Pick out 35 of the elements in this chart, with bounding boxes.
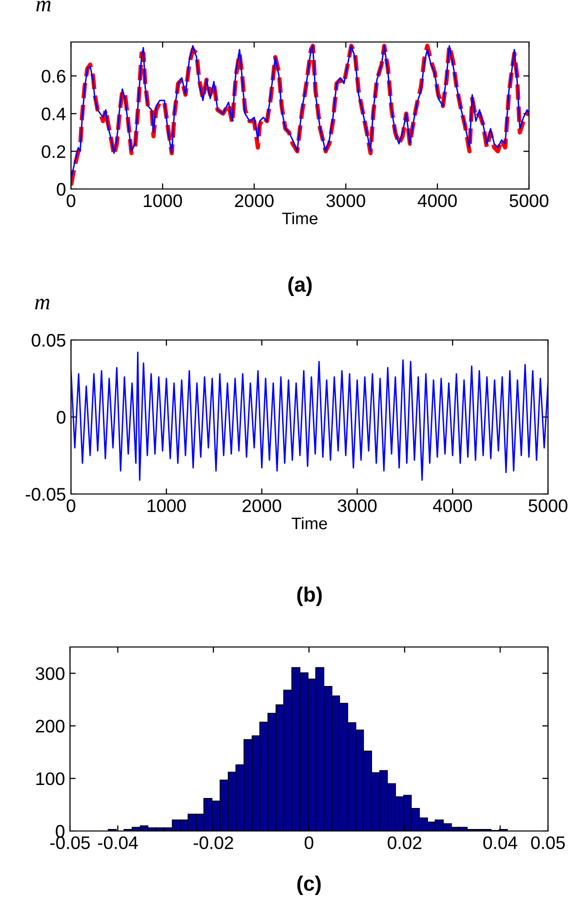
x-tick-label: 5000 [528,499,568,512]
x-axis-title: Time [292,517,327,530]
x-tick-label: 0.04 [483,836,518,850]
y-tick-label: 0.6 [42,70,66,83]
y-tick-label: 0.2 [42,145,66,158]
x-tick-label: 1000 [148,499,186,512]
x-tick-label: 0.05 [531,836,565,850]
y-tick-label: -0.05 [26,488,66,501]
x-tick-label: 4000 [418,194,457,208]
x-tick-label: 0 [66,499,76,512]
text: (b) [297,586,322,606]
y-tick-label: 100 [36,772,64,786]
y-axis-title: m [36,0,51,12]
x-tick-label: 4000 [432,499,472,512]
x-tick-label: 2000 [235,194,274,208]
text: (c) [297,876,321,895]
x-tick-label: 0.02 [388,836,422,850]
x-tick-label: 2000 [242,499,282,512]
x-tick-label: 1000 [144,194,182,208]
x-tick-label: 0 [304,836,314,850]
y-tick-label: 200 [36,720,64,733]
x-tick-label: 3000 [326,194,366,208]
y-tick-label: 0.05 [32,334,66,347]
x-tick-label: 5000 [510,194,548,208]
x-tick-label: -0.04 [98,836,138,850]
x-tick-label: 0 [66,194,76,208]
y-axis-title: m [35,298,50,310]
x-tick-label: -0.02 [194,836,234,850]
x-tick-label: 3000 [338,499,377,512]
text: (a) [288,276,312,296]
y-tick-label: 0 [56,182,66,196]
y-tick-label: 300 [36,667,64,680]
x-axis-title: Time [282,212,318,224]
y-tick-label: 0.4 [42,108,66,120]
y-tick-label: 0 [56,410,66,424]
